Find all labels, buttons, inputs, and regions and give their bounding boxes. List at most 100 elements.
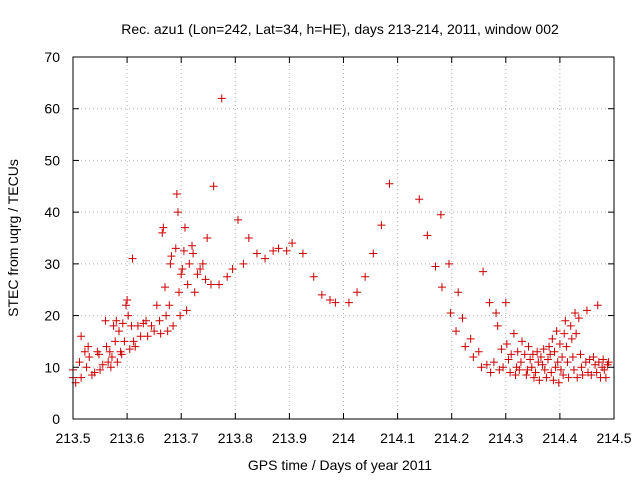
data-point	[206, 280, 215, 289]
data-point	[556, 365, 565, 374]
data-point	[504, 355, 513, 364]
data-point	[185, 259, 194, 268]
data-point	[507, 350, 516, 359]
x-tick-label: 213.6	[110, 430, 145, 446]
data-point	[179, 246, 188, 255]
data-point	[217, 94, 226, 103]
data-point	[215, 280, 224, 289]
data-point	[150, 327, 159, 336]
data-point	[574, 314, 583, 323]
data-point	[577, 363, 586, 372]
data-point	[129, 337, 138, 346]
data-point	[469, 352, 478, 361]
data-point	[515, 365, 524, 374]
data-point	[288, 239, 297, 248]
x-tick-label: 213.9	[272, 430, 307, 446]
x-tick-label: 213.7	[164, 430, 199, 446]
data-point	[75, 358, 84, 367]
x-tick-label: 214	[332, 430, 356, 446]
data-point	[604, 358, 613, 367]
data-point	[331, 298, 340, 307]
data-point	[477, 363, 486, 372]
data-point	[528, 350, 537, 359]
data-point	[361, 272, 370, 281]
y-tick-label: 50	[44, 152, 60, 168]
data-point	[124, 311, 133, 320]
data-point	[550, 347, 559, 356]
data-point	[523, 365, 532, 374]
data-point	[142, 316, 151, 325]
x-tick-label: 213.5	[55, 430, 90, 446]
data-point	[546, 350, 555, 359]
data-point	[128, 254, 137, 263]
data-point	[261, 254, 270, 263]
data-point	[533, 347, 542, 356]
data-point	[178, 265, 187, 274]
data-point	[244, 234, 253, 242]
data-point	[502, 340, 511, 349]
data-point	[549, 376, 558, 385]
data-point	[539, 345, 548, 354]
data-point	[551, 363, 560, 372]
grid-lines	[73, 57, 614, 419]
x-tick-label: 214.5	[596, 430, 631, 446]
data-point	[182, 306, 191, 315]
data-point	[545, 342, 554, 351]
y-tick-label: 10	[44, 359, 60, 375]
data-point	[234, 215, 243, 224]
data-point	[385, 179, 394, 188]
data-point	[82, 363, 91, 372]
data-point	[143, 332, 152, 341]
data-point	[96, 365, 105, 374]
data-point	[107, 352, 116, 361]
data-point	[112, 316, 121, 325]
data-point	[501, 298, 510, 307]
data-point	[518, 337, 527, 346]
data-point	[527, 363, 536, 372]
axis-ticks	[72, 56, 615, 420]
data-point	[524, 342, 533, 351]
data-point	[155, 316, 164, 325]
data-point	[162, 311, 171, 320]
y-tick-label: 70	[44, 49, 60, 65]
data-point	[109, 321, 118, 330]
data-point	[458, 314, 467, 323]
data-point	[173, 208, 182, 217]
data-point	[548, 334, 557, 343]
data-point	[77, 332, 86, 341]
data-point	[479, 267, 488, 276]
data-point	[136, 332, 145, 341]
data-point	[188, 241, 197, 250]
data-point	[587, 371, 596, 380]
data-point	[568, 352, 577, 361]
data-point	[167, 252, 176, 261]
data-point	[564, 373, 573, 382]
data-point	[98, 360, 107, 369]
data-point	[531, 368, 540, 377]
data-point	[84, 342, 93, 351]
data-point	[506, 368, 515, 377]
data-point	[559, 371, 568, 380]
data-point	[228, 265, 237, 274]
data-point	[454, 288, 463, 297]
data-point	[172, 190, 181, 199]
data-points	[69, 94, 613, 387]
data-point	[415, 195, 424, 204]
data-point	[196, 265, 205, 274]
data-point	[529, 373, 538, 382]
data-point	[571, 308, 580, 317]
data-point	[513, 347, 522, 356]
data-point	[497, 345, 506, 354]
data-point	[317, 290, 326, 299]
data-point	[101, 316, 110, 325]
data-point	[485, 298, 494, 307]
data-point	[578, 371, 587, 380]
data-point	[560, 329, 569, 338]
data-point	[486, 368, 495, 377]
y-tick-label: 0	[52, 411, 60, 427]
data-point	[446, 308, 455, 317]
data-point	[520, 350, 529, 359]
data-point	[499, 363, 508, 372]
data-point	[509, 329, 518, 338]
